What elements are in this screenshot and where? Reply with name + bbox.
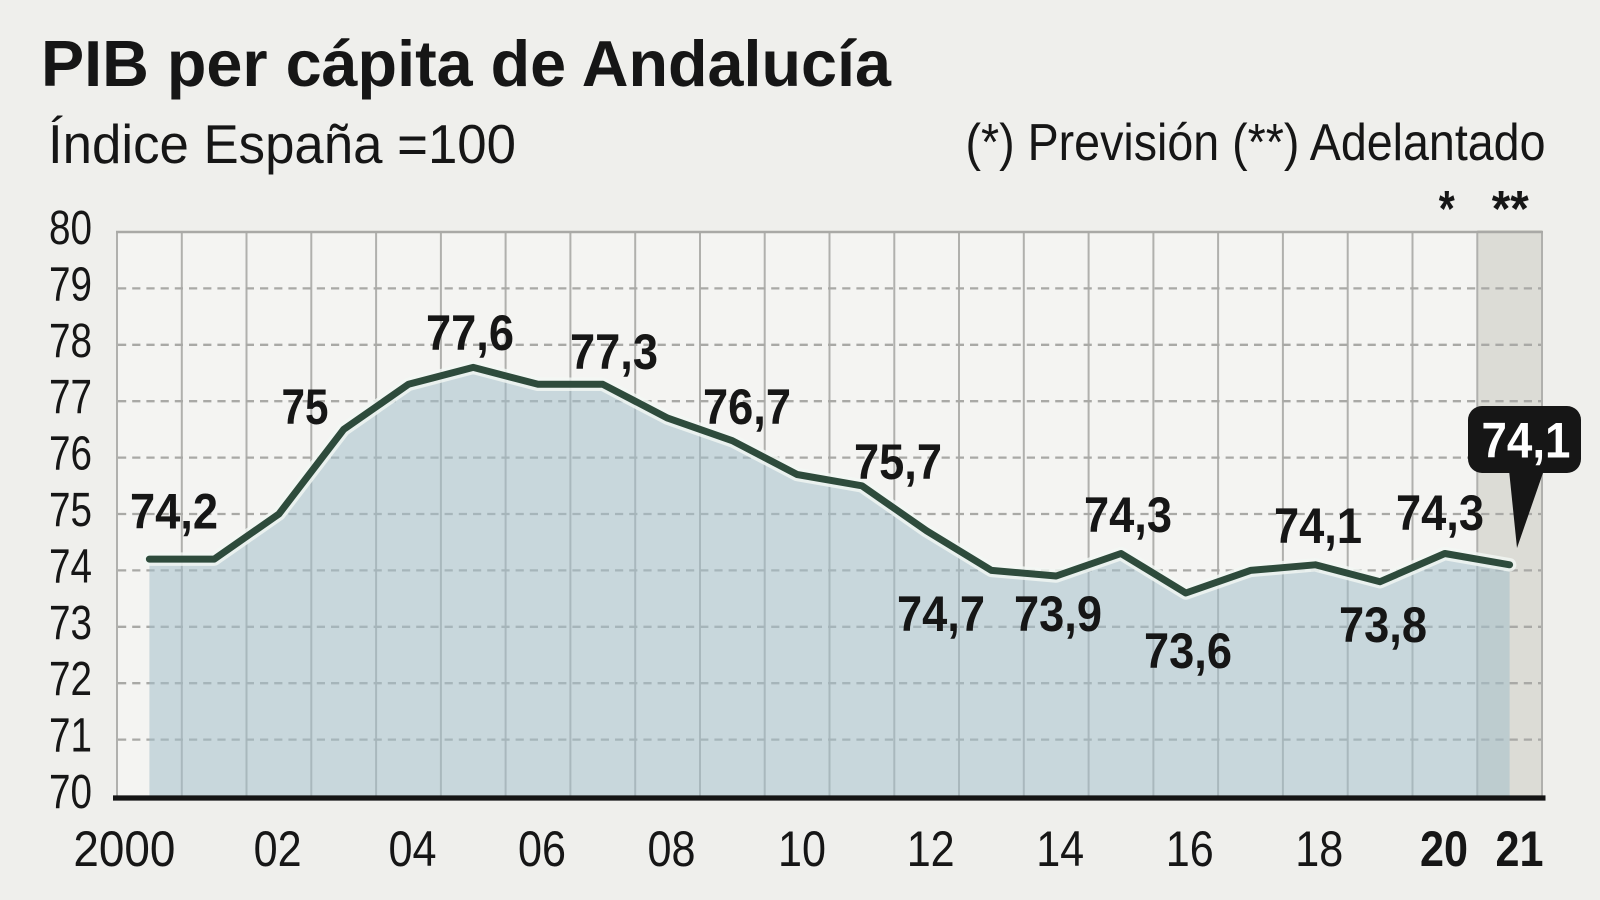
svg-text:70: 70 [49,766,92,819]
svg-text:73,6: 73,6 [1144,623,1232,679]
svg-text:2000: 2000 [73,821,175,877]
svg-text:74,3: 74,3 [1084,487,1172,543]
svg-text:75,7: 75,7 [854,434,942,490]
svg-text:77: 77 [49,371,92,424]
svg-text:71: 71 [49,710,92,763]
svg-text:(*) Previsión (**) Adelantado: (*) Previsión (**) Adelantado [966,114,1546,172]
svg-text:73: 73 [49,597,92,650]
svg-text:**: ** [1492,180,1529,237]
svg-text:79: 79 [49,258,92,311]
svg-text:21: 21 [1496,821,1544,877]
svg-text:77,3: 77,3 [570,324,658,380]
svg-text:10: 10 [778,821,826,877]
svg-text:16: 16 [1166,821,1214,877]
svg-text:Índice España =100: Índice España =100 [48,113,516,175]
svg-text:02: 02 [254,821,302,877]
svg-text:73,8: 73,8 [1339,597,1427,653]
svg-text:*: * [1439,180,1455,237]
svg-text:74,1: 74,1 [1274,498,1362,554]
svg-text:74,1: 74,1 [1482,413,1571,469]
svg-text:20: 20 [1420,821,1468,877]
svg-text:73,9: 73,9 [1014,586,1102,642]
svg-text:74,7: 74,7 [897,586,985,642]
svg-text:77,6: 77,6 [426,305,514,361]
svg-text:80: 80 [49,202,92,255]
svg-text:76,7: 76,7 [703,379,791,435]
svg-text:72: 72 [49,653,92,706]
svg-text:76: 76 [49,428,92,481]
svg-text:14: 14 [1036,821,1084,877]
svg-text:PIB per cápita de Andalucía: PIB per cápita de Andalucía [41,27,892,100]
svg-text:74,2: 74,2 [130,484,218,540]
svg-text:12: 12 [907,821,955,877]
svg-text:04: 04 [389,821,437,877]
svg-text:18: 18 [1295,821,1343,877]
svg-text:75: 75 [49,484,92,537]
svg-text:74: 74 [49,540,92,593]
svg-text:78: 78 [49,315,92,368]
svg-text:06: 06 [518,821,566,877]
svg-text:74,3: 74,3 [1396,485,1484,541]
svg-text:75: 75 [282,379,329,435]
svg-text:08: 08 [648,821,696,877]
